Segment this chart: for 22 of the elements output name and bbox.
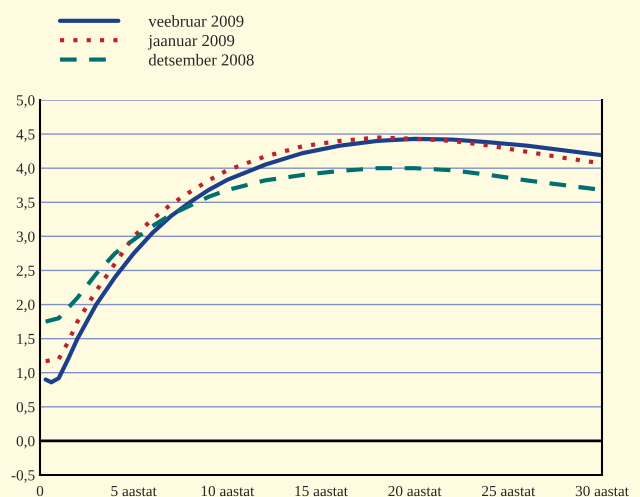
- y-tick-label: 4,0: [16, 163, 35, 176]
- y-tick-label: 2,5: [16, 266, 35, 278]
- x-tick-label: 0: [36, 486, 44, 496]
- y-tick-label: 1,5: [17, 334, 35, 346]
- y-tick-label: 1,0: [17, 368, 35, 380]
- y-tick-label: 3,0: [16, 232, 35, 244]
- y-tick-label: 5,0: [16, 95, 35, 108]
- legend-label: jaanuar 2009: [148, 34, 234, 50]
- y-tick-label: 4,5: [16, 129, 35, 142]
- y-tick-label: -0,5: [12, 470, 35, 483]
- legend-label: detsember 2008: [148, 54, 254, 66]
- x-tick-label: 5 aastat: [111, 486, 157, 496]
- y-tick-label: 2,0: [16, 300, 35, 312]
- y-tick-label: 3,5: [16, 197, 35, 210]
- x-tick-label: 10 aastat: [202, 486, 254, 496]
- y-tick-label: 0,5: [16, 402, 35, 414]
- y-tick-label: 0,0: [16, 436, 35, 449]
- x-tick-label: 30 aastat: [576, 486, 629, 496]
- x-tick-label: 25 aastat: [482, 486, 536, 496]
- x-tick-label: 15 aastat: [295, 486, 348, 496]
- legend-label: veebruar 2009: [148, 15, 244, 27]
- x-tick-label: 20 aastat: [388, 486, 442, 496]
